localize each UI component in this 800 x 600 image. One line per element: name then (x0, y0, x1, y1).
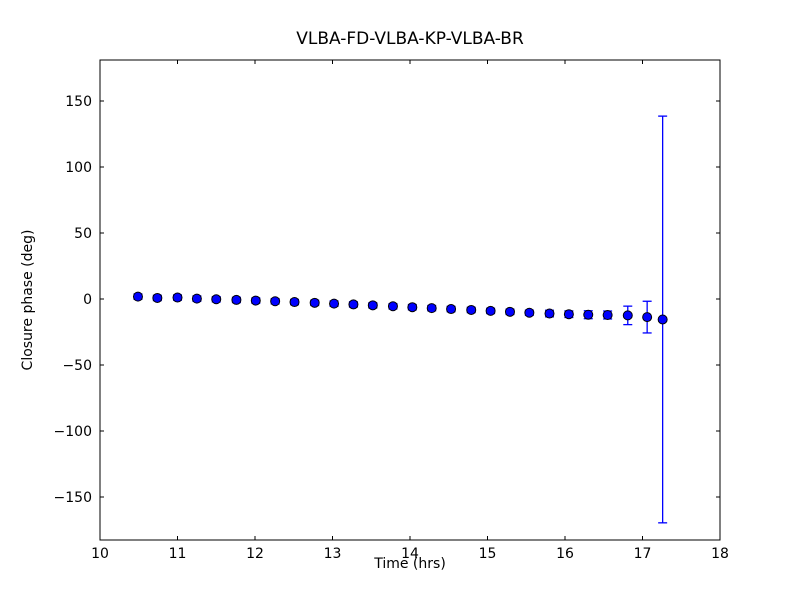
y-axis-label: Closure phase (deg) (20, 229, 36, 371)
data-point (524, 307, 535, 318)
data-point (132, 291, 143, 302)
data-point (544, 308, 555, 319)
data-point (466, 304, 477, 315)
data-point (270, 296, 281, 307)
data-point (426, 303, 437, 314)
data-point (152, 292, 163, 303)
data-point (504, 306, 515, 317)
y-tick-label: 150 (65, 94, 92, 110)
x-tick-label: 15 (479, 546, 497, 562)
y-tick-label: −100 (54, 424, 92, 440)
data-point (309, 297, 320, 308)
plot-title: VLBA-FD-VLBA-KP-VLBA-BR (296, 29, 524, 49)
y-tick-label: 0 (83, 292, 92, 308)
y-tick-label: −50 (62, 358, 92, 374)
data-point (563, 309, 574, 320)
x-tick-label: 16 (556, 546, 574, 562)
data-point (289, 297, 300, 308)
data-point (446, 304, 457, 315)
x-tick-label: 10 (91, 546, 109, 562)
data-point (172, 292, 183, 303)
data-point (602, 309, 613, 320)
data-point (348, 299, 359, 310)
x-tick-label: 14 (401, 546, 419, 562)
x-tick-label: 13 (324, 546, 342, 562)
y-tick-label: 50 (74, 226, 92, 242)
data-point (367, 300, 378, 311)
y-tick-label: 100 (65, 160, 92, 176)
data-point (485, 305, 496, 316)
x-tick-label: 11 (169, 546, 187, 562)
data-point (231, 294, 242, 305)
x-axis-label: Time (hrs) (374, 556, 446, 572)
data-point (407, 302, 418, 313)
data-point (642, 312, 653, 323)
data-point (657, 314, 668, 325)
data-point (329, 298, 340, 309)
data-point (250, 295, 261, 306)
x-tick-label: 17 (634, 546, 652, 562)
y-tick-label: −150 (54, 490, 92, 506)
data-point (211, 294, 222, 305)
data-point (622, 310, 633, 321)
x-tick-label: 12 (246, 546, 264, 562)
x-tick-label: 18 (711, 546, 729, 562)
data-point (387, 301, 398, 312)
data-point (583, 309, 594, 320)
data-point (191, 293, 202, 304)
